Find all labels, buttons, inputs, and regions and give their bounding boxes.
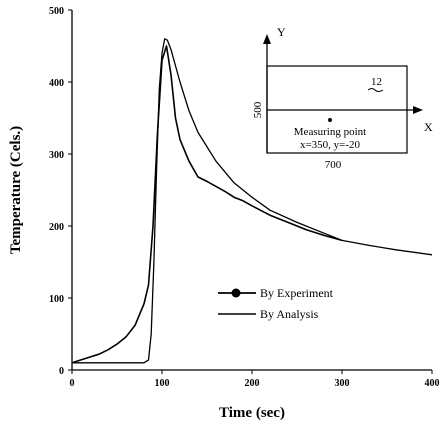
x-tick-label: 300	[335, 378, 350, 389]
plot-frame	[71, 10, 432, 371]
x-tick-label: 100	[155, 378, 170, 389]
x-tick-label: 400	[425, 378, 440, 389]
x-axis-label: Time (sec)	[219, 405, 285, 421]
inset-height-label: 500	[252, 101, 264, 118]
measuring-point-label: Measuring point	[294, 126, 366, 138]
y-tick-label: 400	[49, 78, 64, 89]
legend: By Experiment By Analysis	[218, 286, 334, 321]
y-tick-label: 100	[49, 294, 64, 305]
analysis-series-line	[72, 38, 433, 364]
inset-y-label: Y	[277, 25, 286, 39]
legend-experiment-label: By Experiment	[260, 286, 334, 300]
inset-marker-tilde	[367, 88, 384, 92]
y-tick-label: 500	[49, 6, 64, 17]
legend-analysis-label: By Analysis	[260, 307, 319, 321]
inset-y-arrow	[263, 34, 271, 44]
experiment-series-line	[71, 45, 343, 364]
inset-width-label: 700	[325, 159, 342, 171]
measuring-point-dot	[328, 118, 332, 122]
y-tick-label: 300	[49, 150, 64, 161]
inset-marker-label: 12	[371, 76, 382, 88]
y-axis-label: Temperature (Cels.)	[8, 126, 24, 254]
legend-experiment-marker	[231, 288, 241, 298]
inset-x-arrow	[413, 106, 423, 114]
measuring-point-coords: x=350, y=-20	[300, 139, 361, 151]
inset-x-label: X	[424, 120, 433, 134]
axis-ticks: 0 100 200 300 400 0 100 200 300 400 500	[49, 6, 440, 389]
x-tick-label: 200	[245, 378, 260, 389]
inset-diagram: Y X 500 700 12 Measuring point x=350, y=…	[252, 25, 433, 171]
y-tick-label: 0	[59, 366, 64, 377]
y-tick-label: 200	[49, 222, 64, 233]
inset-plate	[266, 65, 408, 154]
x-tick-label: 0	[70, 378, 75, 389]
series-lines	[71, 38, 433, 364]
